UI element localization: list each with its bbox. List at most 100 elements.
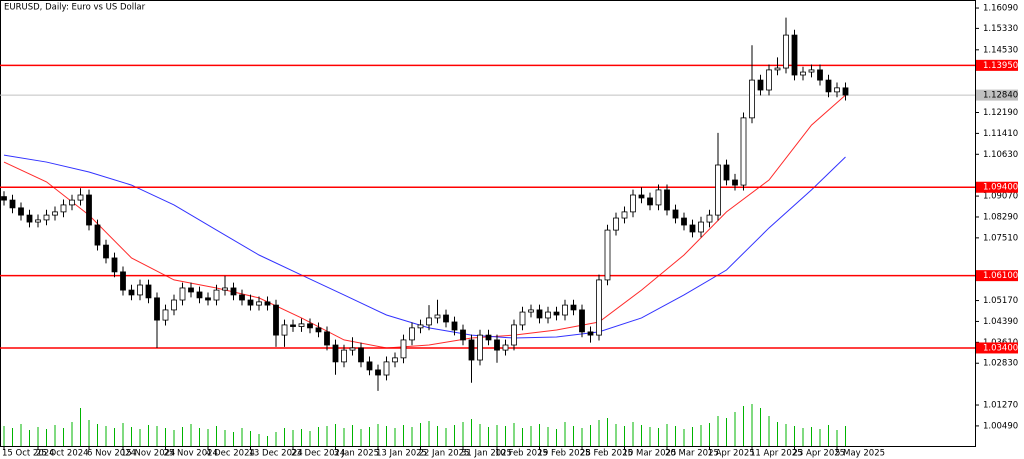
candle-body xyxy=(298,323,305,327)
candle-body xyxy=(536,309,543,319)
x-tick-label: 6 Nov 2024 xyxy=(87,449,136,459)
last-price-box xyxy=(976,89,1018,101)
candle-body xyxy=(477,334,483,361)
level-box xyxy=(976,342,1018,354)
candle-body xyxy=(757,79,764,91)
candle-body xyxy=(494,339,500,351)
x-tick-label: 23 Dec 2024 xyxy=(291,449,345,459)
candle-body xyxy=(43,214,50,221)
y-tick-label: 1.12190 xyxy=(983,108,1018,118)
candle-body xyxy=(664,189,670,211)
candle-body xyxy=(579,309,585,333)
candle-body xyxy=(638,194,645,199)
y-tick-label: 1.05170 xyxy=(983,296,1018,306)
candle-body xyxy=(528,309,534,313)
candle-body xyxy=(18,207,24,216)
x-tick-label: 15 Oct 2024 xyxy=(2,449,55,459)
candle-body xyxy=(256,301,262,306)
candle-body xyxy=(145,284,152,299)
x-tick-label: 3 Jan 2025 xyxy=(334,449,380,459)
y-tick-label: 1.14530 xyxy=(983,45,1018,55)
y-tick-label: 1.16090 xyxy=(983,4,1018,14)
candle-body xyxy=(723,164,730,181)
y-tick-label: 1.04390 xyxy=(983,317,1018,327)
candle-body xyxy=(613,217,619,231)
candle-body xyxy=(103,244,109,259)
candle-body xyxy=(120,271,126,291)
candle-body xyxy=(596,279,602,336)
candle-body xyxy=(783,34,789,69)
candle-body xyxy=(655,189,662,206)
level-box xyxy=(976,59,1018,71)
x-tick-label: 19 Feb 2025 xyxy=(538,449,591,459)
candle-body xyxy=(94,224,101,246)
candle-body xyxy=(698,221,704,233)
candle-body xyxy=(468,339,475,361)
y-tick-label: 1.07510 xyxy=(983,233,1018,243)
candle-body xyxy=(443,314,449,323)
candle-body xyxy=(332,344,339,363)
candle-body xyxy=(154,297,160,321)
candle-body xyxy=(647,197,653,206)
candle-body xyxy=(375,369,381,376)
candle-body xyxy=(749,79,755,119)
candle-body xyxy=(553,311,560,316)
candle-body xyxy=(562,304,568,316)
candle-body xyxy=(392,357,398,363)
candle-body xyxy=(604,229,611,281)
candle-body xyxy=(502,344,509,351)
last-price-label: 1.12840 xyxy=(983,91,1018,101)
candle-body xyxy=(774,67,781,71)
level-label: 1.09400 xyxy=(983,183,1018,193)
candle-body xyxy=(383,361,390,376)
candle-body xyxy=(111,257,118,273)
candle-body xyxy=(570,304,577,311)
candle-body xyxy=(545,311,551,319)
candle-body xyxy=(35,219,41,223)
candle-body xyxy=(451,321,458,331)
plot-frame xyxy=(0,0,976,447)
candle-body xyxy=(766,69,772,91)
candle-body xyxy=(341,349,347,363)
candle-body xyxy=(400,339,407,359)
candle-body xyxy=(791,34,798,76)
x-tick-label: 15 Nov 2024 xyxy=(121,449,175,459)
candle-body xyxy=(9,199,16,209)
candle-body xyxy=(281,324,288,336)
y-tick-label: 1.02830 xyxy=(983,359,1018,369)
candle-body xyxy=(409,327,415,341)
candle-body xyxy=(77,194,84,201)
x-tick-label: 4 Dec 2024 xyxy=(206,449,255,459)
candle-body xyxy=(706,214,713,223)
chart-title: EURUSD, Daily: Euro vs US Dollar xyxy=(4,3,146,13)
x-tick-label: 13 Dec 2024 xyxy=(249,449,303,459)
candle-body xyxy=(264,301,271,306)
candle-body xyxy=(222,287,228,291)
candle-body xyxy=(366,361,373,371)
candle-body xyxy=(205,297,211,301)
candle-body xyxy=(485,334,492,341)
candle-body xyxy=(230,287,237,296)
candle-body xyxy=(587,331,594,336)
candle-body xyxy=(460,329,466,341)
candle-body xyxy=(86,194,92,226)
candle-body xyxy=(732,179,738,186)
candle-body xyxy=(358,347,364,363)
candle-body xyxy=(825,79,832,93)
candle-body xyxy=(60,204,67,213)
moving-average xyxy=(3,94,846,349)
candle-body xyxy=(52,211,58,216)
candle-body xyxy=(808,69,815,73)
x-tick-label: 10 Mar 2025 xyxy=(623,449,677,459)
x-tick-label: 1 Apr 2025 xyxy=(708,449,755,459)
y-tick-label: 1.09070 xyxy=(983,192,1018,202)
y-tick-label: 1.10630 xyxy=(983,150,1018,160)
level-label: 1.06100 xyxy=(983,271,1018,281)
candle-body xyxy=(519,311,526,326)
x-tick-label: 11 Apr 2025 xyxy=(750,449,803,459)
candle-body xyxy=(740,117,747,186)
candle-body xyxy=(290,324,296,327)
candle-body xyxy=(273,304,279,336)
